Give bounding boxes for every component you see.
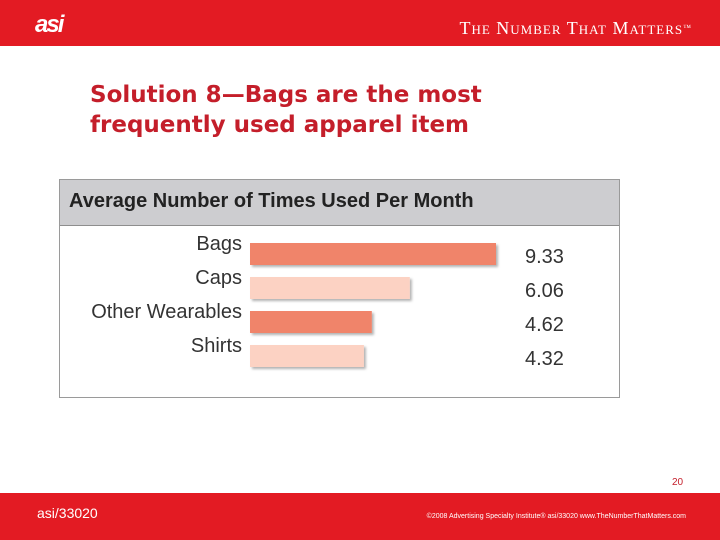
top-banner: asi The Number That Matters™ — [0, 0, 720, 46]
category-label: Other Wearables — [91, 301, 242, 323]
slide-title-line-2: frequently used apparel item — [90, 112, 470, 138]
footer-copyright: ©2008 Advertising Specialty Institute® a… — [426, 513, 686, 520]
bar-shirts — [250, 345, 364, 367]
category-label: Bags — [196, 233, 242, 255]
chart-panel: Average Number of Times Used Per Month B… — [59, 179, 620, 398]
trademark-mark: ™ — [683, 23, 692, 32]
footer-code: asi/33020 — [37, 505, 98, 521]
category-label: Caps — [195, 267, 242, 289]
bar-caps — [250, 277, 410, 299]
chart-header: Average Number of Times Used Per Month — [60, 180, 619, 226]
category-label: Shirts — [191, 335, 242, 357]
value-label: 4.62 — [525, 314, 564, 336]
bottom-banner: asi/33020 ©2008 Advertising Specialty In… — [0, 493, 720, 540]
value-label: 6.06 — [525, 280, 564, 302]
bar-bags — [250, 243, 496, 265]
tagline-text: The Number That Matters — [459, 18, 684, 38]
slide-title: Solution 8—Bags are the most frequently … — [90, 80, 650, 140]
page-number: 20 — [672, 477, 684, 488]
bar-other-wearables — [250, 311, 372, 333]
tagline: The Number That Matters™ — [459, 18, 692, 38]
chart-title: Average Number of Times Used Per Month — [69, 190, 474, 212]
bar-chart: Bags 9.33 Caps 6.06 Other Wearables 4.62 Shirt… — [91, 233, 564, 370]
value-label: 9.33 — [525, 246, 564, 268]
value-label: 4.32 — [525, 348, 564, 370]
slide-title-line-1: Solution 8—Bags are the most — [90, 82, 482, 108]
asi-logo: asi — [35, 11, 64, 38]
